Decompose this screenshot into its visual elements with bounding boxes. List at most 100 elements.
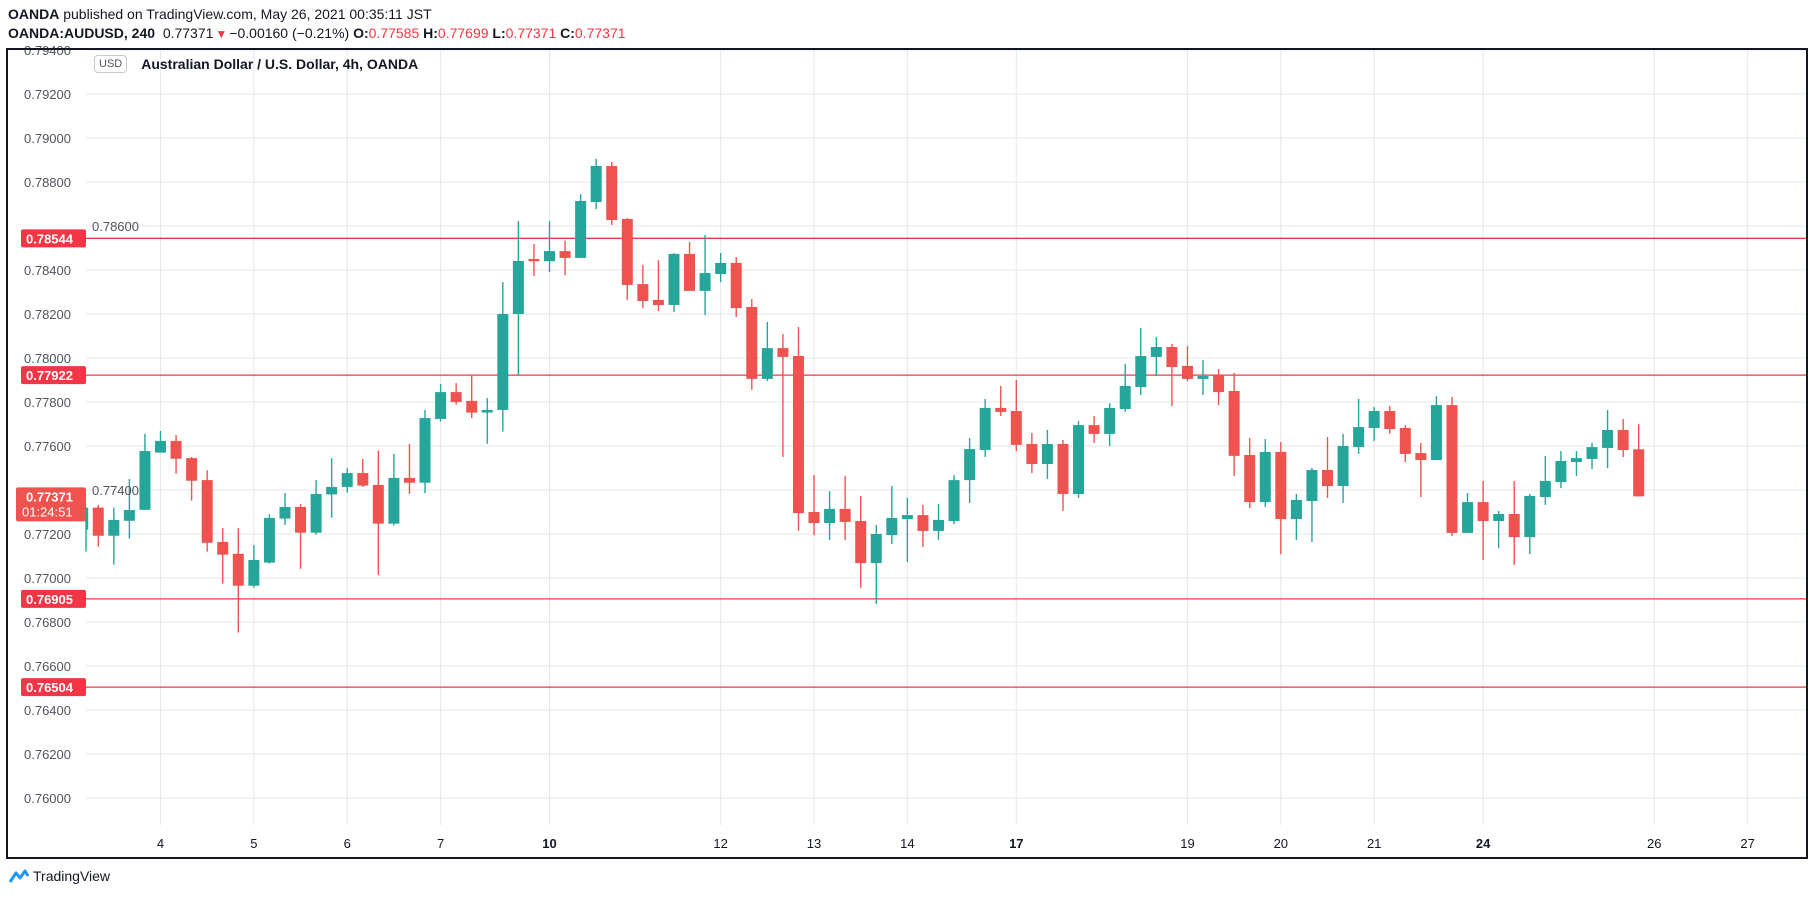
candle-down	[1244, 438, 1256, 509]
tradingview-brand: TradingView	[33, 868, 111, 884]
candle-body	[1384, 411, 1396, 430]
candle-body	[357, 473, 369, 486]
candle-up	[512, 220, 524, 375]
candle-down	[295, 504, 307, 569]
candle-up	[575, 194, 587, 258]
currency-badge[interactable]: USD	[94, 55, 128, 73]
candle-body	[1539, 480, 1551, 498]
candle-body	[1477, 502, 1489, 522]
candle-body	[92, 507, 104, 536]
candle-body	[403, 477, 415, 483]
open-value: 0.77585	[368, 25, 420, 41]
candle-up	[933, 504, 944, 540]
candle-body	[1166, 347, 1178, 368]
level-tag	[21, 678, 86, 697]
candle-down	[1166, 343, 1178, 406]
candle-body	[170, 440, 182, 459]
candle-body	[232, 553, 244, 586]
candle-down	[1275, 442, 1287, 555]
candle-body	[310, 493, 322, 533]
price-tick-label: 0.79400	[24, 43, 71, 58]
candle-down	[232, 528, 244, 633]
candle-up	[1119, 363, 1131, 412]
candle-body	[1057, 444, 1069, 494]
candle-down	[746, 299, 758, 390]
candle-body	[637, 284, 649, 302]
candle-up	[1555, 451, 1567, 489]
candle-up	[435, 383, 447, 422]
price-tick-label: 0.76000	[24, 791, 71, 806]
date-tick-label: 13	[807, 836, 821, 851]
candle-up	[419, 409, 431, 494]
grid	[86, 49, 1806, 825]
current-price-label: 0.77371	[26, 489, 73, 504]
price-tick-label: 0.77400	[92, 483, 139, 498]
date-tick-label: 21	[1367, 836, 1381, 851]
candle-body	[1493, 513, 1505, 522]
candle-body	[388, 477, 400, 524]
candle-down	[403, 444, 415, 494]
chart-legend: USD Australian Dollar / U.S. Dollar, 4h,…	[94, 55, 418, 73]
candle-down	[684, 242, 696, 291]
candle-body	[108, 519, 120, 536]
candle-body	[715, 262, 727, 274]
candle-body	[1462, 502, 1474, 533]
date-tick-label: 4	[157, 836, 164, 851]
candle-body	[1228, 391, 1240, 456]
candle-up	[1104, 403, 1116, 446]
candle-body	[481, 409, 493, 413]
candle-down	[170, 435, 182, 474]
candle-body	[1119, 385, 1131, 410]
candle-body	[777, 348, 789, 357]
published-text: published on TradingView.com, May 26, 20…	[63, 6, 432, 22]
candle-body	[761, 348, 773, 379]
candle-up	[1337, 433, 1349, 503]
candle-body	[544, 251, 555, 262]
candle-down	[730, 257, 742, 318]
candle-body	[979, 407, 991, 450]
candle-body	[699, 273, 711, 291]
close-label: C:	[560, 25, 575, 41]
date-tick-label: 17	[1009, 836, 1023, 851]
candle-down	[92, 504, 104, 547]
date-tick-label: 26	[1647, 836, 1661, 851]
candle-down	[1181, 345, 1193, 382]
candle-body	[824, 508, 836, 523]
candle-body	[1259, 451, 1271, 503]
candle-up	[901, 497, 913, 562]
candle-down	[450, 383, 462, 405]
price-axis[interactable]: 0.76000 0.76200 0.76400 0.76600 0.76800 0.770…	[24, 43, 139, 806]
candle-up	[1462, 493, 1474, 533]
current-price-tag	[16, 487, 86, 522]
chart-title: Australian Dollar / U.S. Dollar, 4h, OAN…	[141, 56, 419, 72]
candle-down	[1477, 480, 1489, 560]
candle-body	[1275, 451, 1287, 520]
candle-up	[248, 545, 260, 588]
candle-up	[1290, 493, 1302, 540]
time-axis[interactable]: 4 5 6 7 10 12 13 14 17 19 20 21 24 26 27	[157, 836, 1755, 851]
candle-body	[652, 299, 664, 305]
candle-down	[201, 470, 213, 552]
candle-up	[948, 475, 960, 525]
candle-body	[1524, 495, 1536, 538]
candle-down	[1213, 369, 1225, 406]
publish-info: OANDA published on TradingView.com, May …	[8, 6, 432, 22]
candle-down	[466, 375, 478, 419]
level-tag-label: 0.76504	[26, 680, 74, 695]
price-tick-label: 0.76400	[24, 703, 71, 718]
candle-body	[792, 356, 804, 514]
tradingview-logo[interactable]: TradingView	[8, 868, 110, 884]
last-price: 0.77371	[162, 25, 214, 41]
price-tick-label: 0.78200	[24, 307, 71, 322]
candle-down	[1508, 480, 1520, 566]
price-tick-label: 0.78800	[24, 175, 71, 190]
candle-body	[1633, 449, 1645, 497]
candle-body	[855, 521, 867, 564]
candle-body	[590, 165, 602, 203]
open-label: O:	[353, 25, 369, 41]
candle-body	[263, 517, 275, 563]
candle-down	[917, 504, 929, 547]
candle-down	[186, 457, 198, 501]
candle-body	[746, 306, 758, 379]
